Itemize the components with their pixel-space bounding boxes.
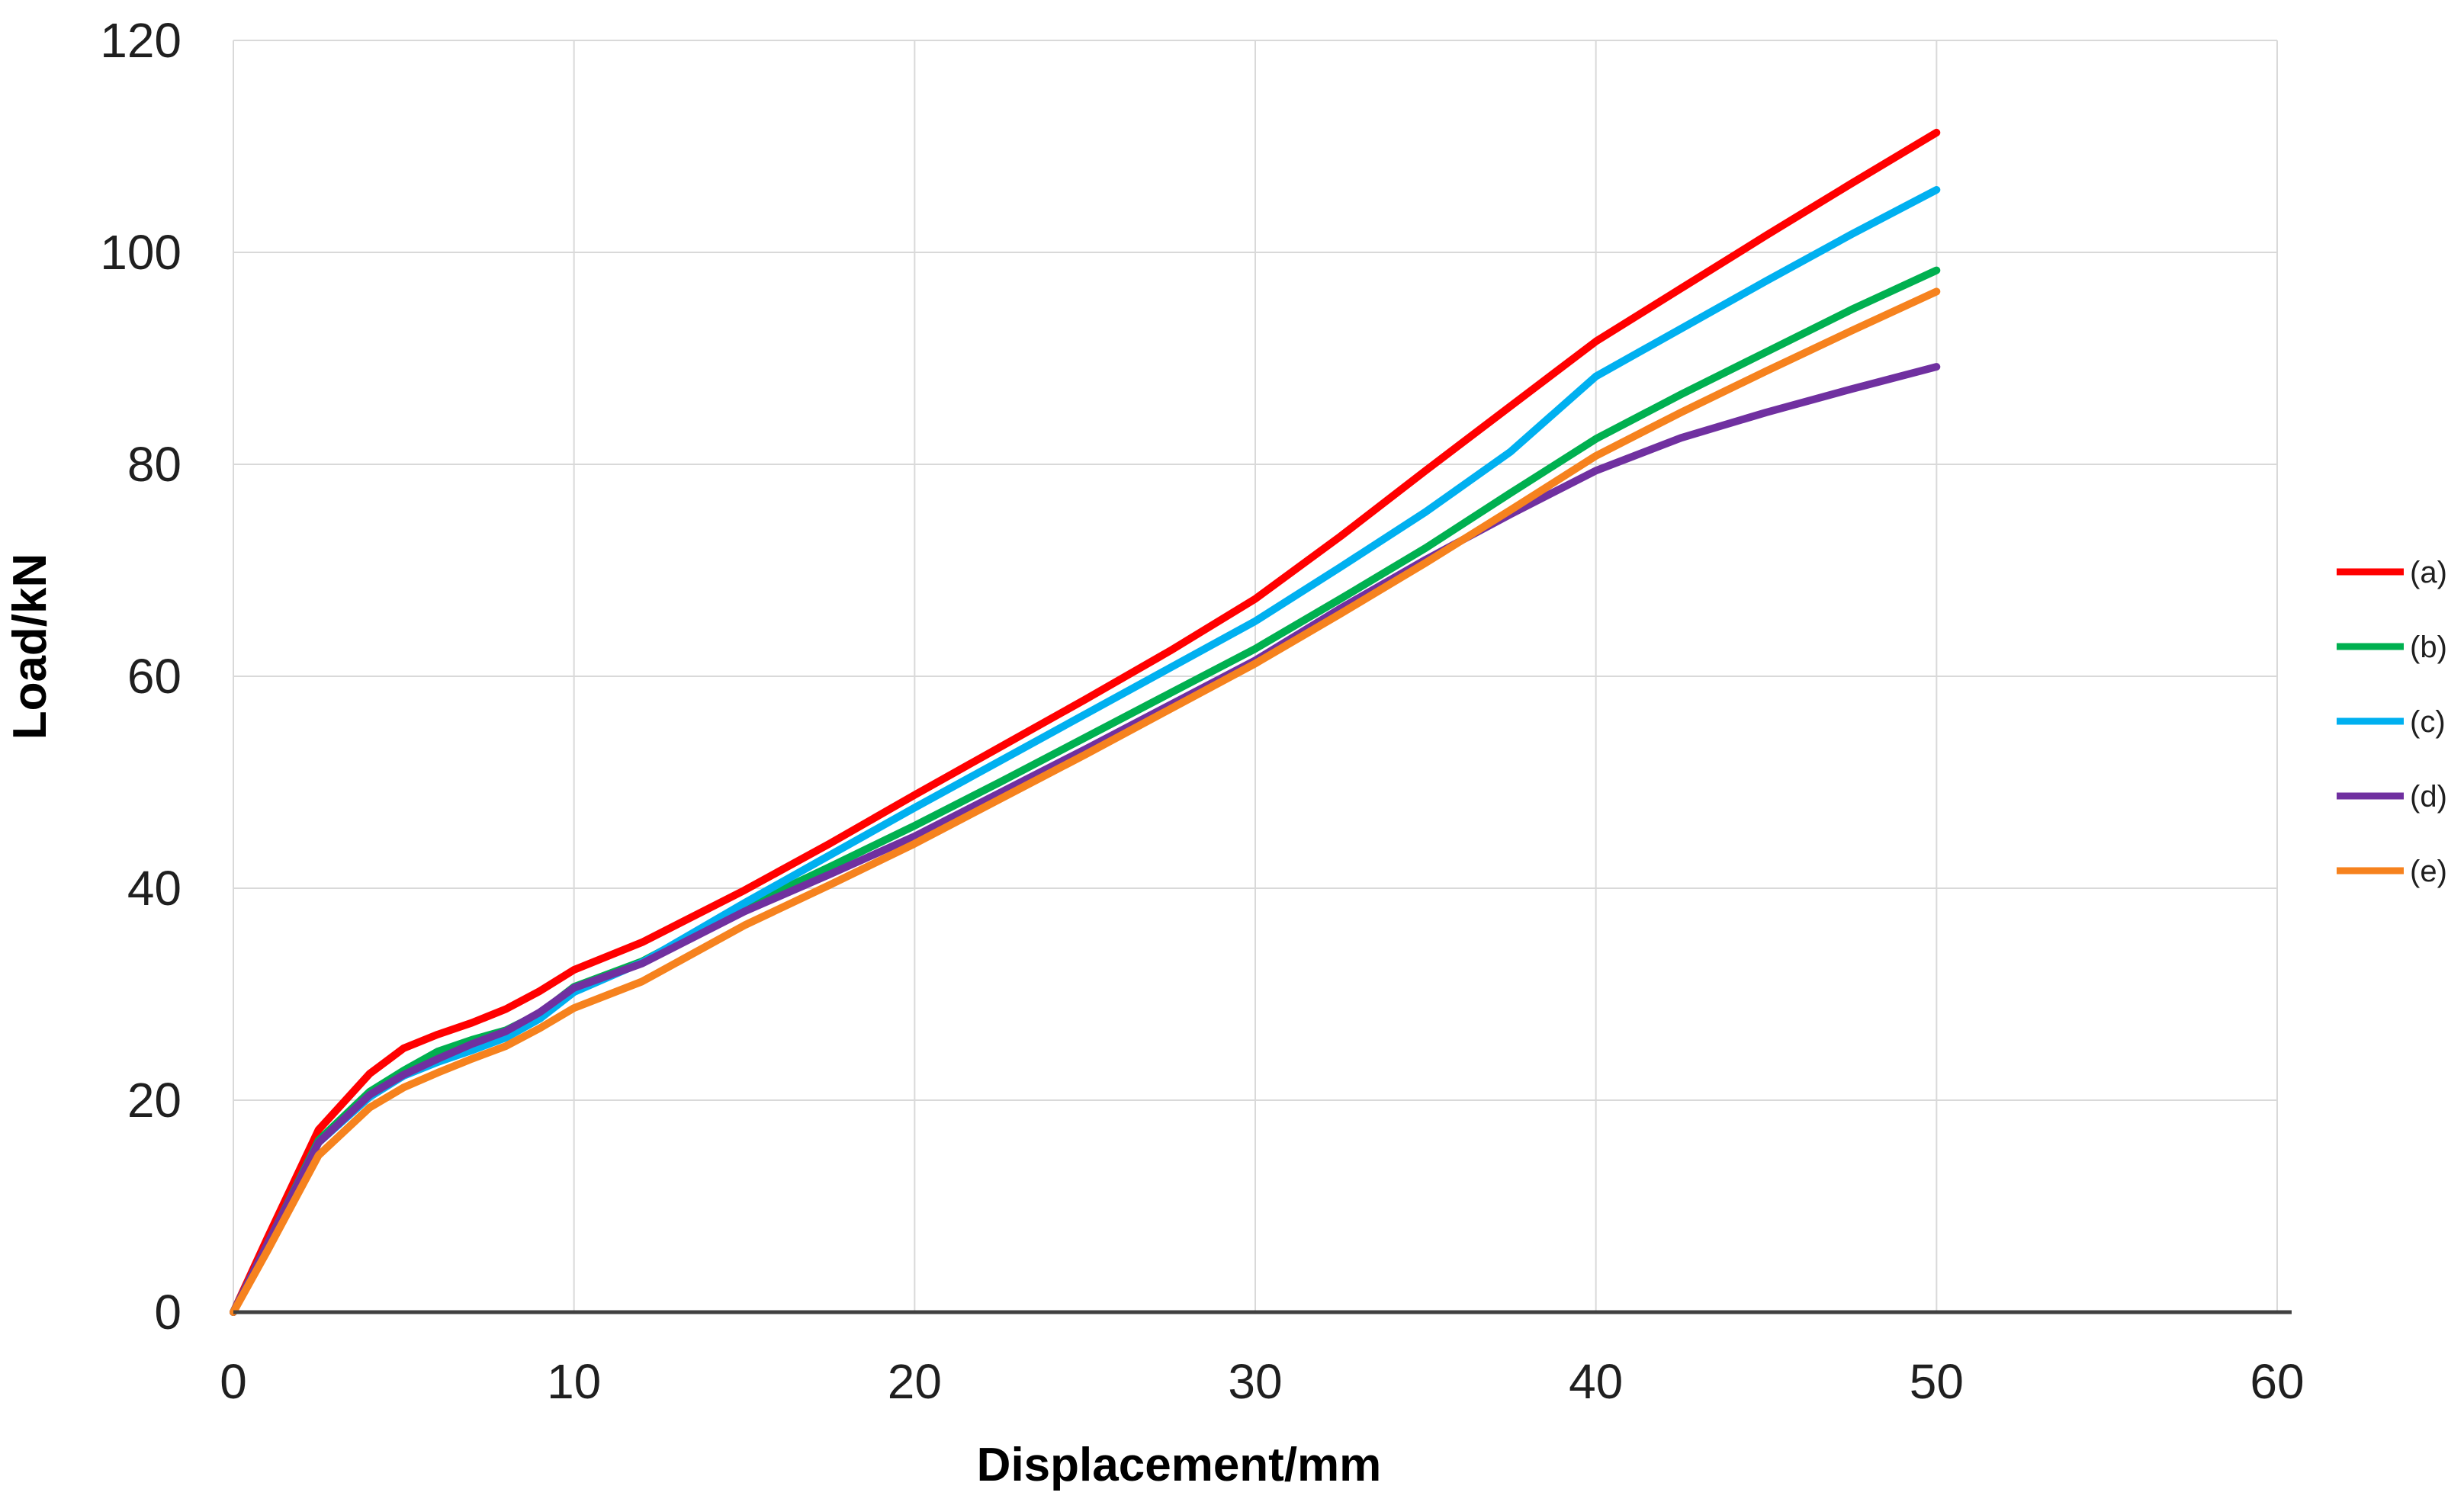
y-tick-label-60: 60 bbox=[127, 649, 182, 704]
legend-item-(c): (c) bbox=[2337, 705, 2446, 739]
x-tick-label-20: 20 bbox=[888, 1354, 942, 1409]
y-tick-label-80: 80 bbox=[127, 437, 182, 492]
gridlines bbox=[233, 40, 2278, 1312]
x-tick-label-40: 40 bbox=[1569, 1354, 1623, 1409]
tick-labels: 0 20 40 60 80 100 120 0 10 20 30 40 50 60 bbox=[100, 13, 2304, 1409]
data-series-lines bbox=[230, 128, 1941, 1316]
legend-label-(e): (e) bbox=[2410, 855, 2447, 888]
x-tick-label-0: 0 bbox=[220, 1354, 247, 1409]
legend-item-(a): (a) bbox=[2337, 556, 2447, 589]
series-line-(e) bbox=[230, 287, 1941, 1316]
y-tick-label-20: 20 bbox=[127, 1073, 182, 1128]
series-line-(b) bbox=[230, 266, 1941, 1316]
legend-label-(d): (d) bbox=[2410, 780, 2447, 814]
legend-item-(d): (d) bbox=[2337, 780, 2447, 814]
legend-item-(b): (b) bbox=[2337, 631, 2447, 664]
y-tick-label-100: 100 bbox=[100, 225, 182, 280]
y-tick-label-0: 0 bbox=[154, 1285, 182, 1340]
series-line-(d) bbox=[230, 363, 1941, 1316]
x-tick-label-30: 30 bbox=[1228, 1354, 1282, 1409]
x-axis-title: Displacement/mm bbox=[977, 1439, 1382, 1491]
series-line-(a) bbox=[230, 128, 1941, 1316]
x-tick-label-50: 50 bbox=[1910, 1354, 1964, 1409]
y-axis-title: Load/kN bbox=[4, 554, 56, 740]
x-tick-label-60: 60 bbox=[2250, 1354, 2304, 1409]
legend-label-(a): (a) bbox=[2410, 556, 2447, 589]
legend-item-(e): (e) bbox=[2337, 855, 2447, 888]
y-tick-label-40: 40 bbox=[127, 861, 182, 916]
y-tick-label-120: 120 bbox=[100, 13, 182, 68]
x-tick-label-10: 10 bbox=[547, 1354, 601, 1409]
legend-label-(b): (b) bbox=[2410, 631, 2447, 664]
legend-label-(c): (c) bbox=[2410, 705, 2446, 739]
legend: (a) (b) (c) (d) (e) bbox=[2337, 556, 2447, 888]
